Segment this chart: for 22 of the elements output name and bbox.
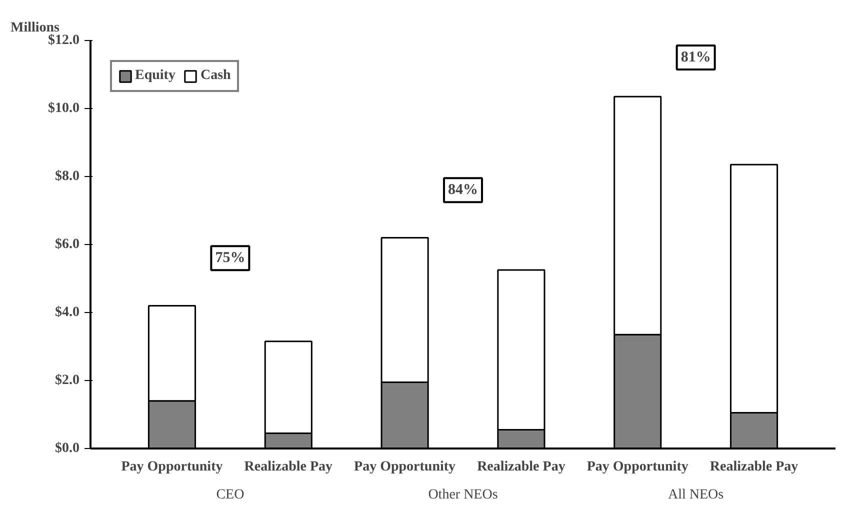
text: All NEOs — [668, 488, 724, 502]
x-tick-label: Pay Opportunity — [586, 460, 688, 474]
x-tick-label: Realizable Pay — [477, 460, 566, 474]
y-tick-label: $10.0 — [48, 101, 80, 116]
x-tick-label: Pay Opportunity — [121, 460, 223, 474]
legend-label: Cash — [200, 68, 231, 84]
y-tick-label: $8.0 — [55, 169, 80, 184]
annotation: 75% — [215, 250, 246, 266]
annotation: 81% — [680, 50, 711, 66]
legend-label: Equity — [135, 68, 176, 84]
annotation: 84% — [448, 182, 478, 198]
text: CEO — [216, 488, 244, 502]
y-tick-label: $6.0 — [55, 237, 80, 252]
y-axis-title: Millions — [10, 20, 60, 36]
y-tick-label: $12.0 — [48, 33, 80, 48]
x-tick-label: Realizable Pay — [244, 460, 333, 474]
x-tick-label: Pay Opportunity — [354, 460, 456, 474]
y-tick-label: $4.0 — [55, 305, 80, 320]
text: Other NEOs — [428, 488, 498, 502]
y-tick-label: $2.0 — [55, 373, 80, 388]
y-tick-label: $0.0 — [55, 441, 80, 456]
x-tick-label: Realizable Pay — [710, 460, 798, 474]
